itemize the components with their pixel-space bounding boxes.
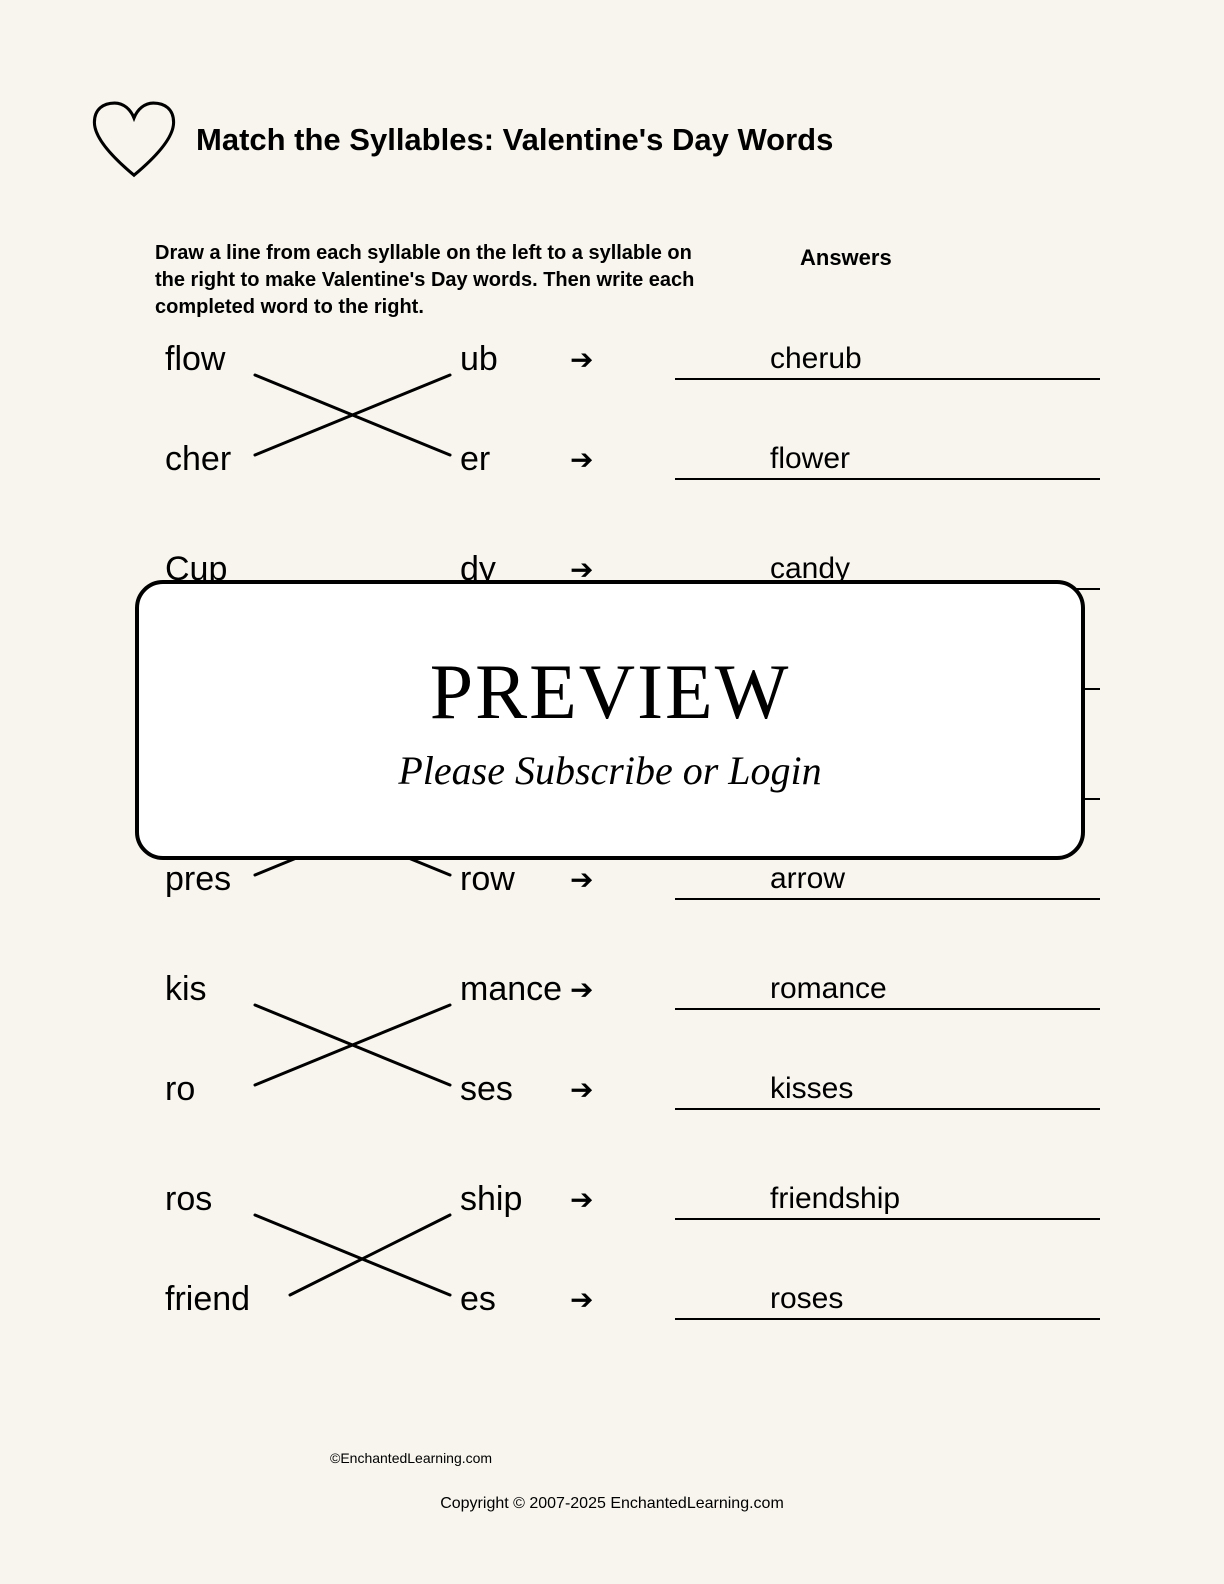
right-syllable: ub — [460, 340, 498, 379]
left-syllable: cher — [165, 440, 231, 479]
arrow-icon: ➔ — [570, 443, 593, 476]
right-syllable: row — [460, 860, 515, 899]
answers-header: Answers — [800, 245, 892, 271]
arrow-icon: ➔ — [570, 1073, 593, 1106]
answer-underline — [675, 378, 1100, 380]
preview-overlay: PREVIEW Please Subscribe or Login — [135, 580, 1085, 860]
arrow-icon: ➔ — [570, 343, 593, 376]
right-syllable: mance — [460, 970, 562, 1009]
worksheet-title: Match the Syllables: Valentine's Day Wor… — [196, 122, 833, 158]
right-syllable: es — [460, 1280, 496, 1319]
answer-word: roses — [770, 1282, 843, 1316]
arrow-icon: ➔ — [570, 1283, 593, 1316]
answer-underline — [675, 1318, 1100, 1320]
instructions-text: Draw a line from each syllable on the le… — [155, 240, 715, 321]
arrow-icon: ➔ — [570, 973, 593, 1006]
left-syllable: ros — [165, 1180, 212, 1219]
left-syllable: friend — [165, 1280, 250, 1319]
answer-word: romance — [770, 972, 887, 1006]
left-syllable: flow — [165, 340, 225, 379]
answer-word: friendship — [770, 1182, 900, 1216]
arrow-icon: ➔ — [570, 1183, 593, 1216]
answer-underline — [675, 1218, 1100, 1220]
right-syllable: ses — [460, 1070, 513, 1109]
right-syllable: ship — [460, 1180, 522, 1219]
answer-underline — [675, 898, 1100, 900]
right-syllable: er — [460, 440, 490, 479]
left-syllable: ro — [165, 1070, 195, 1109]
worksheet-page: Match the Syllables: Valentine's Day Wor… — [0, 0, 1224, 1584]
watermark-text: ©EnchantedLearning.com — [330, 1450, 492, 1466]
answer-word: flower — [770, 442, 850, 476]
arrow-icon: ➔ — [570, 863, 593, 896]
answer-underline — [675, 478, 1100, 480]
copyright-text: Copyright © 2007-2025 EnchantedLearning.… — [0, 1495, 1224, 1513]
preview-subtitle: Please Subscribe or Login — [398, 747, 821, 794]
answer-word: kisses — [770, 1072, 853, 1106]
answer-word: arrow — [770, 862, 845, 896]
heart-icon — [90, 100, 178, 180]
left-syllable: pres — [165, 860, 231, 899]
answer-underline — [675, 1108, 1100, 1110]
preview-title: PREVIEW — [430, 647, 791, 737]
answer-word: cherub — [770, 342, 862, 376]
left-syllable: kis — [165, 970, 207, 1009]
answer-underline — [675, 1008, 1100, 1010]
worksheet-header: Match the Syllables: Valentine's Day Wor… — [90, 100, 833, 180]
